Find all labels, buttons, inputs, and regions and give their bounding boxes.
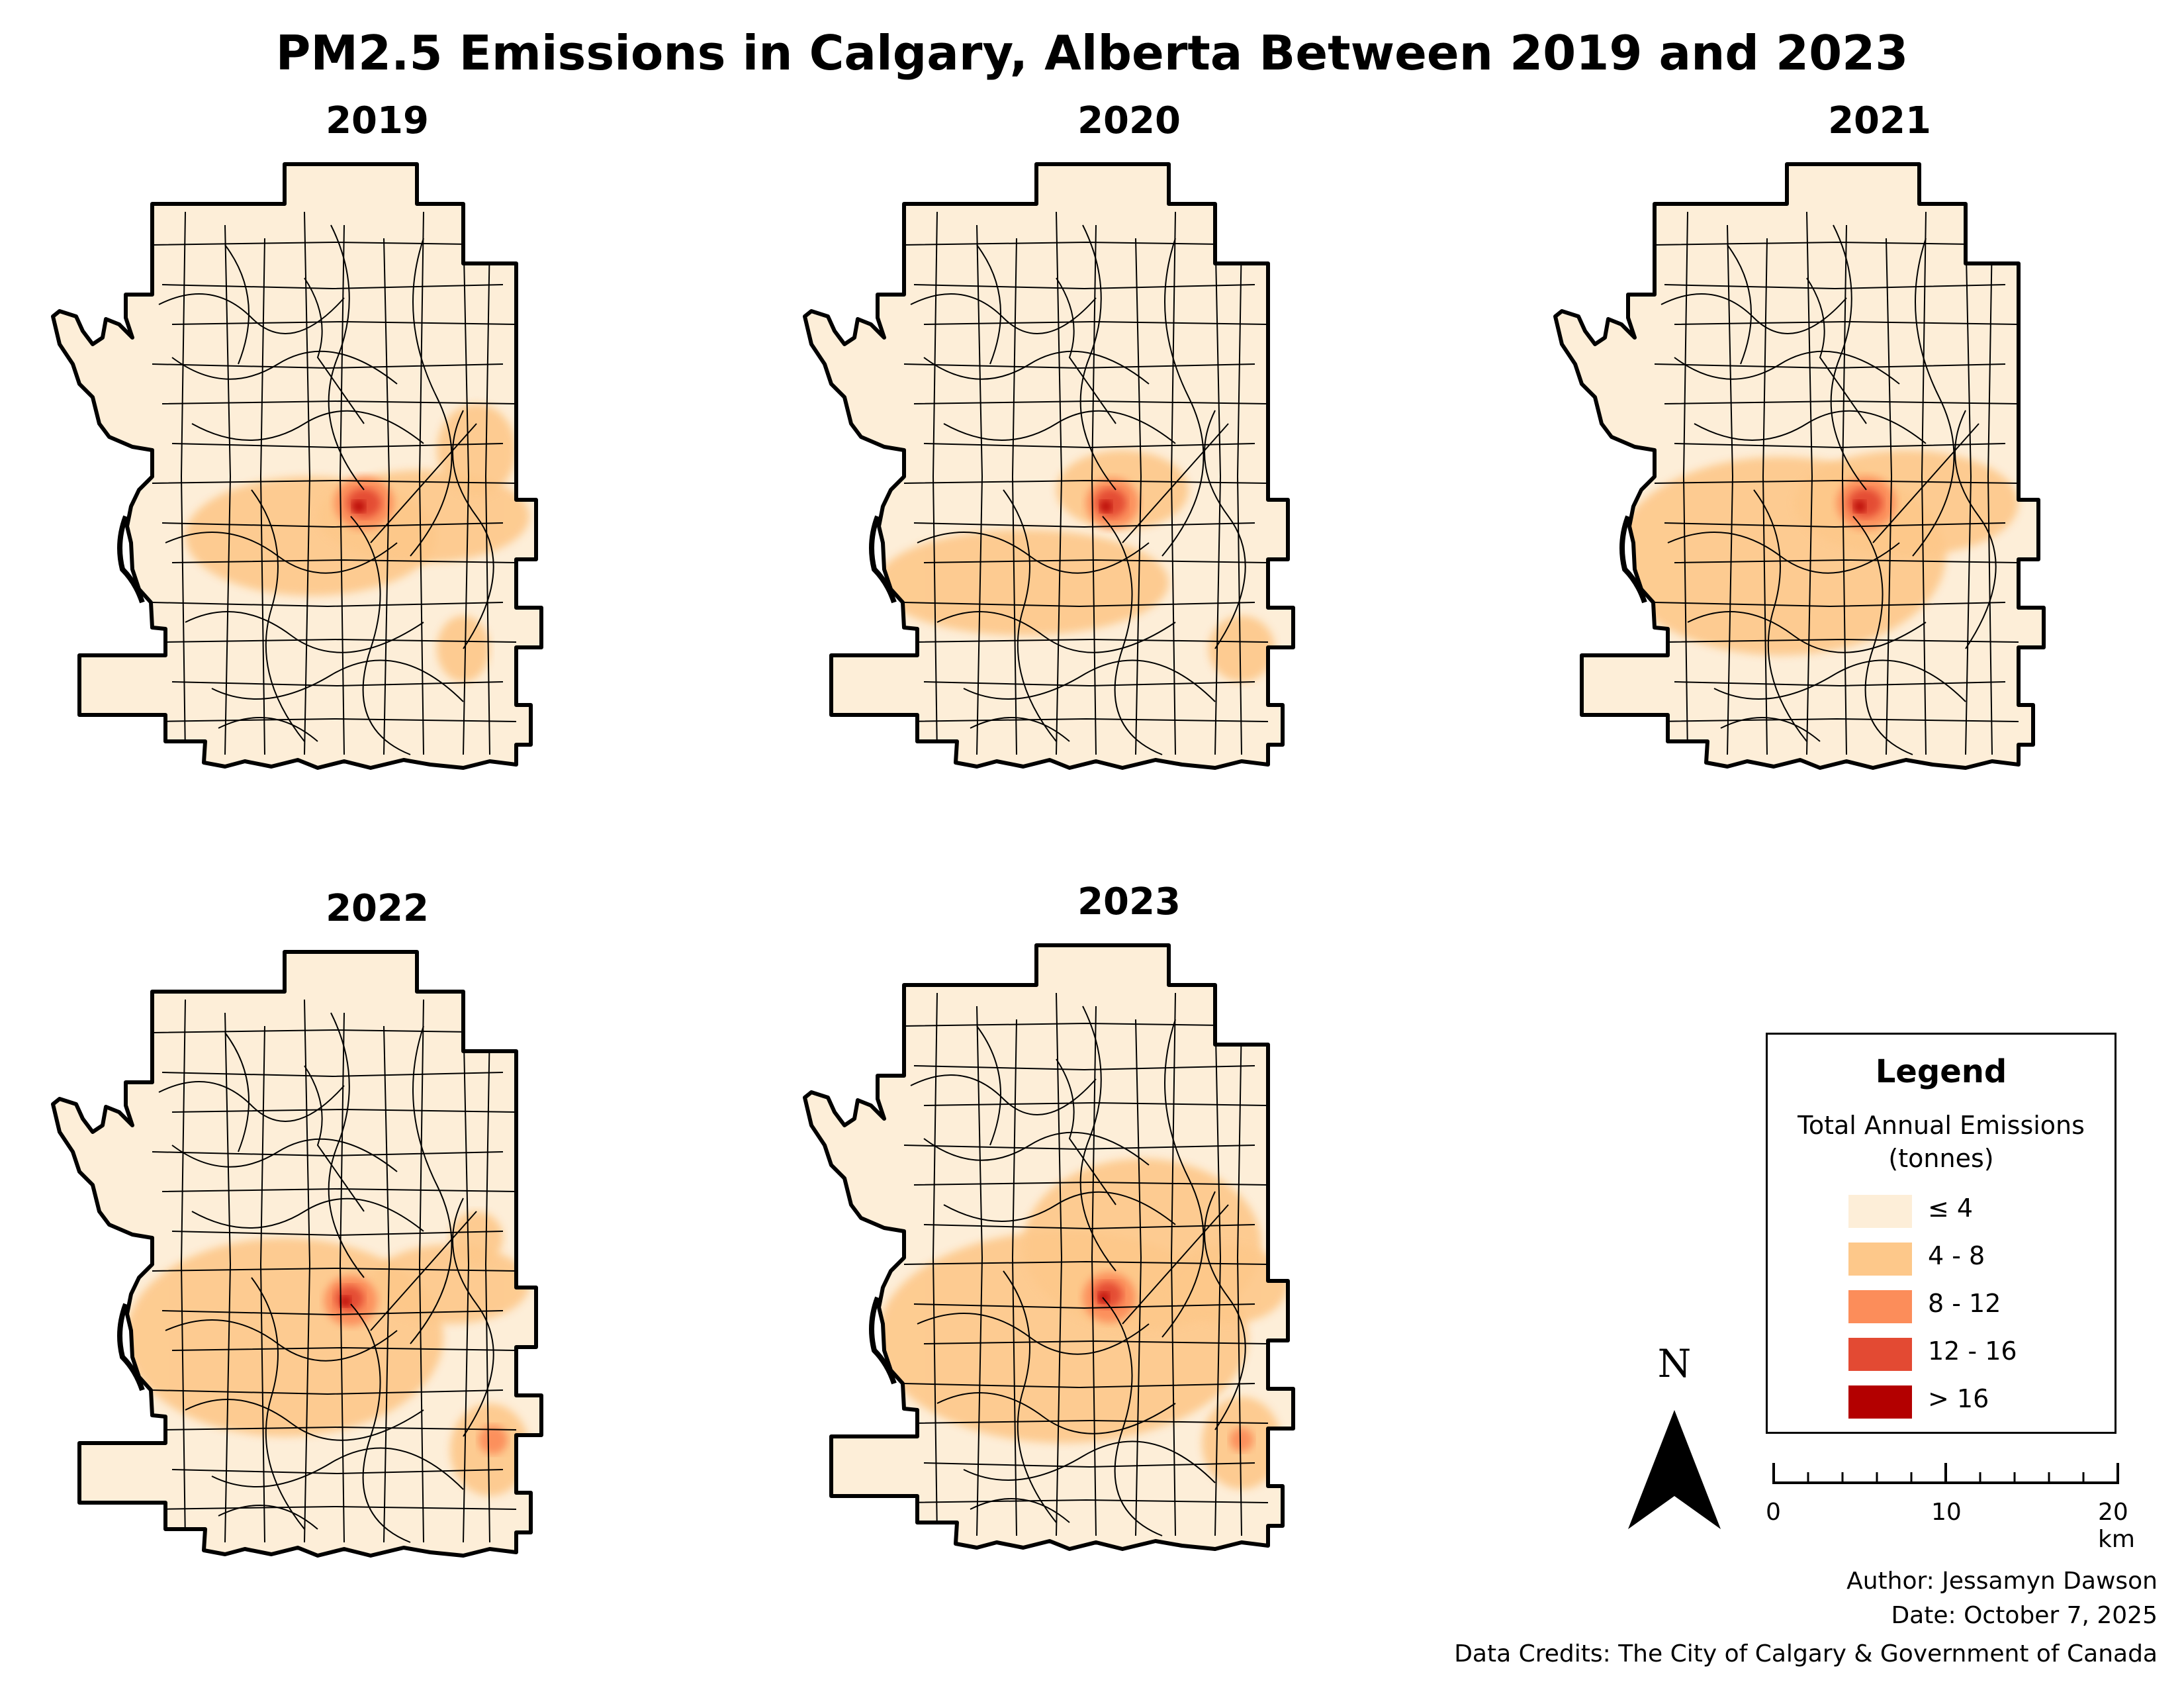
north-arrow-left-half: [1628, 1410, 1674, 1529]
emission-hotspot: [371, 1244, 529, 1324]
calgary-map-2020: [803, 162, 1295, 770]
north-arrow-label: N: [1658, 1341, 1692, 1386]
legend-swatch: [1848, 1195, 1912, 1228]
map-panel-2020: 2020: [803, 99, 1453, 801]
emission-hotspot: [1230, 1428, 1253, 1452]
legend-swatch: [1848, 1385, 1912, 1419]
legend-swatch: [1848, 1243, 1912, 1276]
scale-bar: 0 10 20 km: [1760, 1456, 2158, 1553]
map-panel-2019: 2019: [51, 99, 702, 801]
city-boundary: [1553, 162, 2046, 770]
emission-hotspot: [450, 1211, 503, 1264]
legend-box: Legend Total Annual Emissions (tonnes) ≤…: [1766, 1033, 2116, 1434]
emission-hotspot: [340, 1296, 351, 1307]
map-panel-2023: 2023: [803, 880, 1453, 1582]
reservoir-edge: [869, 1296, 897, 1385]
legend-swatch: [1848, 1338, 1912, 1371]
legend-label: 12 - 16: [1928, 1336, 2017, 1366]
panel-year-label: 2019: [326, 99, 429, 142]
scale-label-20: 20 km: [2098, 1499, 2135, 1553]
legend-swatch: [1848, 1290, 1912, 1323]
street-network: [1654, 211, 2019, 755]
street-network: [152, 999, 517, 1543]
north-arrow-right-half: [1674, 1410, 1721, 1529]
city-boundary: [51, 162, 543, 770]
emission-surface: [878, 450, 1275, 682]
emission-hotspot: [1099, 1292, 1109, 1303]
legend-label: 8 - 12: [1928, 1289, 2001, 1318]
calgary-map-2021: [1553, 162, 2046, 770]
city-boundary: [803, 943, 1295, 1551]
data-credit: Data Credits: The City of Calgary & Gove…: [1454, 1640, 2158, 1667]
north-arrow-icon: N: [1628, 1341, 1721, 1529]
legend-label: 4 - 8: [1928, 1241, 1985, 1270]
calgary-map-2019: [51, 162, 543, 770]
emission-hotspot: [1854, 500, 1866, 512]
emission-hotspot: [478, 1425, 508, 1454]
legend-label: ≤ 4: [1928, 1194, 1974, 1223]
emission-hotspot: [352, 500, 365, 512]
calgary-map-2022: [51, 950, 543, 1558]
panel-year-label: 2021: [1828, 99, 1931, 142]
emission-surface: [126, 1211, 529, 1496]
author-credit: Author: Jessamyn Dawson: [1846, 1568, 2158, 1595]
street-network: [903, 992, 1269, 1536]
emission-hotspot: [1848, 489, 1882, 518]
legend-label: > 16: [1928, 1384, 1989, 1413]
city-boundary: [803, 162, 1295, 770]
scale-label-0: 0: [1766, 1499, 1781, 1526]
scale-bar-graphic: [1772, 1463, 2119, 1484]
legend-subtitle: Total Annual Emissions (tonnes): [1768, 1109, 2115, 1175]
reservoir-edge: [117, 1303, 145, 1391]
city-boundary: [51, 950, 543, 1558]
map-title: PM2.5 Emissions in Calgary, Alberta Betw…: [275, 25, 1909, 81]
panel-year-label: 2020: [1077, 99, 1181, 142]
legend-subtitle-line1: Total Annual Emissions: [1797, 1111, 2085, 1140]
panel-year-label: 2023: [1077, 880, 1181, 923]
reservoir-edge: [1619, 515, 1647, 604]
map-panel-2022: 2022: [51, 887, 702, 1589]
map-panel-2021: 2021: [1553, 99, 2184, 801]
date-credit: Date: October 7, 2025: [1891, 1602, 2158, 1629]
emission-hotspot: [878, 530, 1169, 635]
legend-title: Legend: [1875, 1053, 2007, 1090]
emission-hotspot: [1100, 500, 1112, 512]
street-network: [903, 211, 1269, 755]
emission-hotspot: [1208, 616, 1275, 682]
emission-hotspot: [1794, 450, 2019, 556]
scale-label-10: 10: [1931, 1499, 1962, 1526]
street-network: [152, 211, 517, 755]
legend-subtitle-line2: (tonnes): [1888, 1144, 1994, 1173]
reservoir-edge: [869, 515, 897, 604]
calgary-map-2023: [803, 943, 1295, 1551]
city-area: [53, 164, 541, 768]
reservoir-edge: [117, 515, 145, 604]
panel-year-label: 2022: [326, 887, 429, 930]
